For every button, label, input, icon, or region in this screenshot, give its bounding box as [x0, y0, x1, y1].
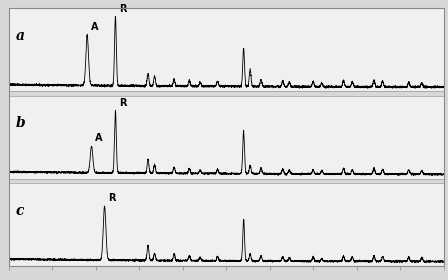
Text: R: R: [119, 97, 126, 108]
Text: b: b: [16, 116, 25, 130]
Text: A: A: [90, 22, 98, 32]
Text: a: a: [16, 29, 25, 43]
Text: R: R: [119, 4, 126, 14]
Text: c: c: [16, 204, 24, 218]
Text: R: R: [108, 193, 116, 203]
Text: A: A: [95, 133, 102, 143]
